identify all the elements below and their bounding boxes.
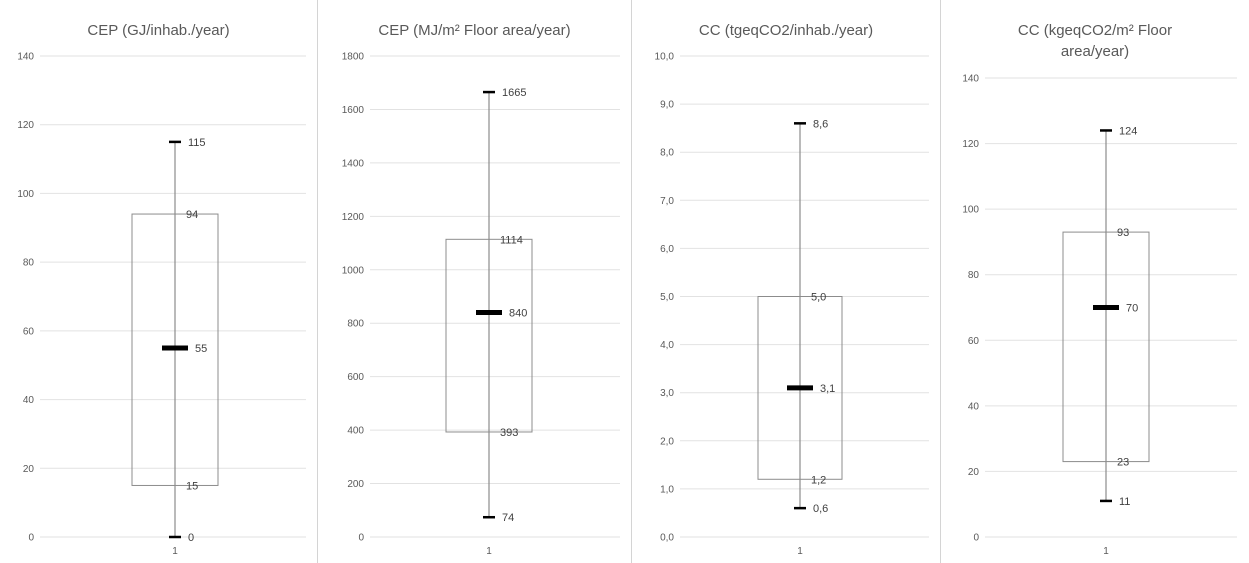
y-tick-label: 120 [17, 120, 34, 131]
y-tick-label: 800 [347, 319, 364, 330]
q1-label: 393 [500, 427, 518, 439]
chart-panel-1: CEP (GJ/inhab./year) 0 20 40 60 80 100 120 140 1 1… [0, 0, 318, 563]
max-label: 1665 [502, 87, 526, 99]
y-tick-label: 1200 [342, 212, 365, 223]
y-tick-label: 60 [968, 336, 980, 347]
chart-panel-4: CC (kgeqCO2/m² Floor area/year) 0 20 40 60 80… [941, 0, 1249, 563]
y-tick-label: 8,0 [660, 148, 674, 159]
median-label: 3,1 [820, 383, 835, 395]
chart-title: CC (tgeqCO2/inhab./year) [632, 20, 940, 41]
y-tick-label: 20 [968, 467, 980, 478]
chart-title-text: CEP (MJ/m² Floor area/year) [378, 22, 571, 39]
y-tick-label: 1800 [342, 52, 365, 63]
y-tick-label: 6,0 [660, 244, 674, 255]
q3-label: 5,0 [811, 292, 826, 304]
min-label: 0,6 [813, 503, 828, 515]
chart-panel-3: CC (tgeqCO2/inhab./year) 0,0 1,0 2,0 3,0 4,0 5… [632, 0, 941, 563]
median-label: 840 [509, 308, 527, 320]
y-tick-label: 4,0 [660, 340, 674, 351]
q3-label: 93 [1117, 227, 1129, 239]
y-tick-label: 7,0 [660, 196, 674, 207]
min-label: 74 [502, 512, 514, 524]
y-tick-label: 40 [23, 395, 35, 406]
min-label: 0 [188, 532, 194, 544]
plot-area: 0,0 1,0 2,0 3,0 4,0 5,0 6,0 7,0 8,0 9,0 10,0 1 8,6 5,… [655, 52, 929, 557]
y-tick-label: 2,0 [660, 436, 674, 447]
q3-label: 1114 [500, 234, 523, 246]
plot-area: 0 20 40 60 80 100 120 140 1 124 93 70 23 11 [962, 74, 1237, 557]
x-tick-label: 1 [172, 546, 178, 557]
chart-title-text: CC (kgeqCO2/m² Floor area/year) [1017, 22, 1173, 60]
chart-title: CC (kgeqCO2/m² Floor area/year) [941, 20, 1249, 62]
y-tick-label: 140 [962, 74, 979, 85]
y-tick-label: 5,0 [660, 292, 674, 303]
median-label: 55 [195, 343, 207, 355]
y-tick-label: 1000 [342, 265, 365, 276]
y-tick-label: 0 [28, 533, 34, 544]
q1-label: 15 [186, 480, 198, 492]
y-tick-label: 10,0 [655, 52, 675, 63]
chart-title: CEP (GJ/inhab./year) [0, 20, 317, 41]
y-tick-label: 1400 [342, 158, 365, 169]
min-label: 11 [1119, 496, 1130, 508]
q1-label: 1,2 [811, 474, 826, 486]
y-tick-label: 20 [23, 464, 35, 475]
y-tick-label: 1600 [342, 105, 365, 116]
max-label: 124 [1119, 125, 1137, 137]
chart-title: CEP (MJ/m² Floor area/year) [318, 20, 631, 41]
y-tick-label: 600 [347, 372, 364, 383]
y-tick-label: 1,0 [660, 484, 674, 495]
y-tick-label: 0 [973, 533, 979, 544]
max-label: 115 [188, 137, 206, 149]
y-tick-label: 80 [968, 270, 980, 281]
y-tick-label: 140 [17, 52, 34, 63]
chart-title-text: CEP (GJ/inhab./year) [87, 22, 230, 39]
y-tick-label: 120 [962, 139, 979, 150]
y-tick-label: 400 [347, 426, 364, 437]
q3-label: 94 [186, 209, 198, 221]
y-tick-label: 100 [17, 189, 34, 200]
y-tick-label: 40 [968, 401, 980, 412]
plot-area: 0 200 400 600 800 1000 1200 1400 1600 1800 1 1665 11… [342, 52, 620, 557]
y-tick-label: 0 [358, 533, 364, 544]
y-tick-label: 3,0 [660, 388, 674, 399]
plot-area: 0 20 40 60 80 100 120 140 1 115 94 55 15 0 [17, 52, 306, 557]
q1-label: 23 [1117, 457, 1129, 469]
x-tick-label: 1 [797, 546, 803, 557]
x-tick-label: 1 [486, 546, 492, 557]
y-tick-label: 9,0 [660, 100, 674, 111]
max-label: 8,6 [813, 118, 828, 130]
y-tick-label: 80 [23, 258, 35, 269]
y-tick-label: 0,0 [660, 533, 674, 544]
chart-title-text: CC (tgeqCO2/inhab./year) [698, 22, 874, 39]
y-tick-label: 200 [347, 479, 364, 490]
y-tick-label: 100 [962, 205, 979, 216]
median-label: 70 [1126, 303, 1138, 315]
chart-panel-2: CEP (MJ/m² Floor area/year) 0 200 400 600 800… [318, 0, 632, 563]
x-tick-label: 1 [1103, 546, 1109, 557]
y-tick-label: 60 [23, 326, 35, 337]
